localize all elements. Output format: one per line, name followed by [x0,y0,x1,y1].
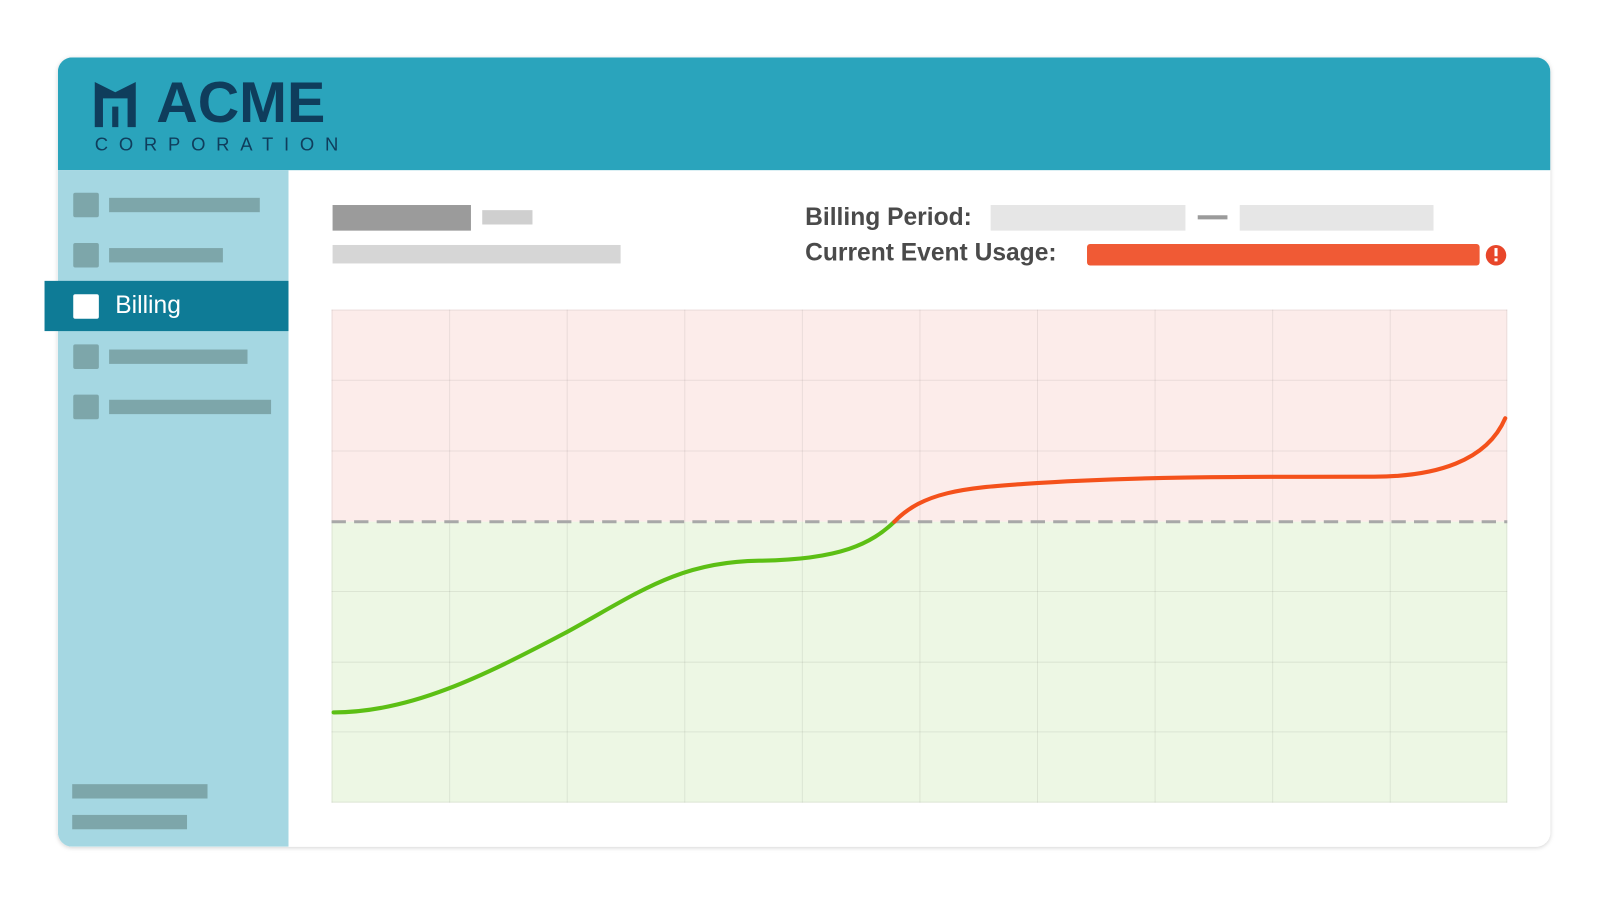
date-placeholder [990,205,1186,231]
logo-text: ACME [156,71,325,135]
nav-active-label[interactable]: Billing [115,292,181,319]
nav-placeholder[interactable] [109,197,260,213]
warning-mark [1494,248,1498,257]
nav-placeholder[interactable] [109,248,223,263]
grid [331,309,1508,803]
nav-placeholder[interactable] [72,814,188,830]
usage-line-under [331,519,897,715]
nav-icon [73,344,99,370]
usage-chart [331,309,1508,803]
sidebar-items[interactable]: Billing [44,192,289,830]
nav-icon [73,242,99,268]
date-placeholder [1239,205,1434,231]
billing-period-label: Billing Period: [805,204,972,231]
header-bar [57,57,1551,171]
subtitle-placeholder [332,244,621,264]
usage-line-over [892,416,1508,524]
logo-icon [94,82,136,128]
title-placeholder [332,205,471,231]
warning-mark [1494,258,1498,262]
tag-placeholder [482,210,533,225]
logo-subtitle: CORPORATION [95,133,349,154]
nav-placeholder[interactable] [109,349,248,364]
card-content [57,57,1551,847]
nav-icon [73,394,99,420]
sidebar [57,170,289,847]
nav-placeholder[interactable] [72,784,208,799]
under-limit-zone [331,521,1508,803]
nav-placeholder[interactable] [109,399,272,415]
usage-label: Current Event Usage: [805,240,1056,267]
over-limit-zone [331,309,1508,522]
nav-icon [73,192,99,218]
nav-icon [73,294,99,319]
usage-bar [1087,243,1480,266]
date-dash [1197,215,1228,220]
